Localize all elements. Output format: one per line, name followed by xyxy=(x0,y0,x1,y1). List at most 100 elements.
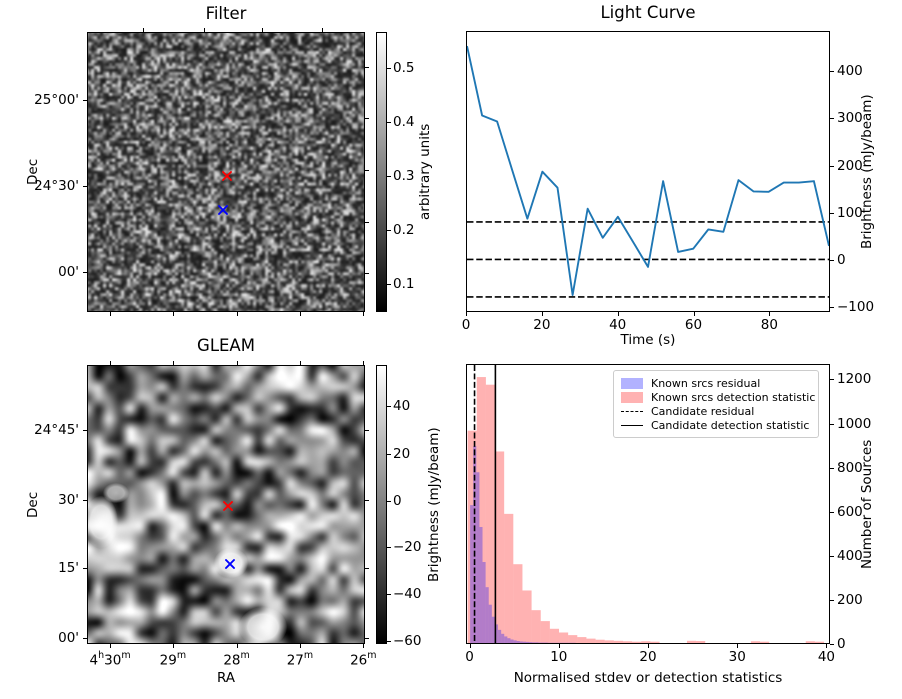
filter-ytick xyxy=(83,100,87,102)
lightcurve-xtick xyxy=(541,312,543,316)
filter-colorbar-tick xyxy=(387,229,391,231)
histogram-ytick-label: 1200 xyxy=(837,371,872,388)
gleam-colorbar-tick-label: −20 xyxy=(393,539,422,556)
filter-colorbar-tick xyxy=(387,175,391,177)
gleam-colorbar-tick-label: 20 xyxy=(393,446,411,462)
histogram-xtick xyxy=(648,644,649,648)
gleam-bright-source-blob xyxy=(102,482,129,503)
gleam-colorbar xyxy=(376,365,387,644)
legend-entry-label: Candidate detection statistic xyxy=(651,418,810,432)
gleam-colorbar-tick-label: 40 xyxy=(393,397,411,414)
gleam-top-tick xyxy=(172,361,174,365)
gleam-xtick xyxy=(299,644,301,648)
gleam-xtick-label: 26m xyxy=(350,650,377,669)
lightcurve-xtick-label: 20 xyxy=(533,317,551,333)
filter-title: Filter xyxy=(205,4,247,23)
legend-entry-label: Known srcs detection statistic xyxy=(651,390,816,404)
gleam-colorbar-tick xyxy=(387,454,391,455)
gleam-colorbar-tick xyxy=(387,547,391,549)
filter-colorbar-tick xyxy=(387,121,391,123)
lightcurve-xtick-label: 60 xyxy=(684,317,703,333)
legend-line-swatch xyxy=(621,424,643,426)
histogram-ytick xyxy=(830,467,834,469)
gleam-ytick-label: 00' xyxy=(58,629,79,646)
lightcurve-ytick xyxy=(830,212,834,214)
lightcurve-ytick-label: 200 xyxy=(837,157,863,174)
gleam-image-panel xyxy=(87,365,365,644)
filter-colorbar-tick-label: 0.4 xyxy=(393,113,415,130)
lightcurve-xtick-label: 40 xyxy=(609,317,627,333)
legend-entry-label: Known srcs residual xyxy=(651,376,761,390)
gleam-title: GLEAM xyxy=(197,336,255,355)
filter-xtick xyxy=(299,312,301,316)
lightcurve-ytick xyxy=(830,307,834,309)
gleam-top-tick xyxy=(299,361,301,365)
lightcurve-xtick-label: 80 xyxy=(760,317,778,333)
histogram-ytick-label: 600 xyxy=(837,503,863,520)
lightcurve-ytick-label: 400 xyxy=(837,63,863,80)
histogram-ytick-label: 0 xyxy=(837,636,846,652)
gleam-right-tick xyxy=(365,430,369,431)
lightcurve-ytick-label: 0 xyxy=(837,252,846,269)
filter-xtick xyxy=(236,312,238,316)
filter-ytick xyxy=(83,186,87,187)
gleam-xtick xyxy=(110,644,112,648)
histogram-ytick xyxy=(830,599,834,601)
legend-line-swatch xyxy=(621,410,643,412)
lightcurve-xtick xyxy=(466,312,467,316)
histogram-xtick xyxy=(826,644,828,648)
filter-colorbar-tick-label: 0.3 xyxy=(393,167,415,184)
filter-right-tick xyxy=(365,221,369,223)
filter-ytick-label: 25°00' xyxy=(34,92,79,109)
lightcurve-ytick xyxy=(830,118,834,120)
filter-ytick-label: 24°30' xyxy=(34,178,79,194)
histogram-xtick xyxy=(558,644,560,648)
filter-colorbar-tick-label: 0.5 xyxy=(393,60,415,77)
histogram-ytick-label: 800 xyxy=(837,459,863,476)
filter-ytick xyxy=(83,271,87,273)
gleam-top-tick xyxy=(363,361,365,365)
histogram-ytick-label: 400 xyxy=(837,547,863,564)
filter-top-tick xyxy=(203,28,205,32)
lightcurve-xtick xyxy=(693,312,695,316)
histogram-ytick-label: 1000 xyxy=(837,415,872,432)
filter-colorbar-tick xyxy=(387,283,391,285)
histogram-ytick xyxy=(830,644,834,645)
histogram-xtick-label: 40 xyxy=(817,649,836,665)
gleam-ytick xyxy=(83,430,87,431)
legend-entry: Known srcs residual xyxy=(621,376,811,390)
histogram-xtick-label: 0 xyxy=(465,649,474,665)
filter-colorbar-tick-label: 0.2 xyxy=(393,221,415,238)
filter-xtick xyxy=(110,312,112,316)
gleam-bright-source-blob xyxy=(88,496,118,549)
filter-colorbar xyxy=(376,32,387,312)
histogram-ytick xyxy=(830,423,834,425)
gleam-colorbar-tick xyxy=(387,405,391,407)
filter-ytick-label: 00' xyxy=(58,263,79,280)
gleam-colorbar-tick xyxy=(387,640,391,642)
gleam-ytick xyxy=(83,637,87,639)
gleam-colorbar-tick-label: 0 xyxy=(393,492,402,509)
lightcurve-ytick xyxy=(830,260,834,262)
gleam-ytick-label: 30' xyxy=(58,492,79,509)
legend-entry: Candidate detection statistic xyxy=(621,418,811,432)
histogram-xtick-label: 10 xyxy=(550,649,568,665)
gleam-xtick-label: 28m xyxy=(223,650,250,669)
gleam-bright-source-blob xyxy=(239,606,288,643)
lightcurve-ytick xyxy=(830,165,834,167)
gleam-x-axis-label: RA xyxy=(216,670,236,686)
lightcurve-xtick xyxy=(769,312,771,316)
filter-top-tick xyxy=(321,28,323,32)
lightcurve-title: Light Curve xyxy=(600,3,696,22)
lightcurve-panel xyxy=(466,31,830,312)
filter-right-tick xyxy=(365,273,369,275)
histogram-xtick-label: 30 xyxy=(728,649,746,665)
gleam-blue-cross-marker xyxy=(224,555,236,569)
histogram-ytick xyxy=(830,555,834,557)
filter-colorbar-tick xyxy=(387,68,391,70)
legend-patch-swatch xyxy=(621,377,643,389)
legend-patch-swatch xyxy=(621,391,643,403)
gleam-red-cross-marker xyxy=(222,497,234,512)
gleam-ytick xyxy=(83,568,87,570)
filter-xtick xyxy=(363,312,365,316)
